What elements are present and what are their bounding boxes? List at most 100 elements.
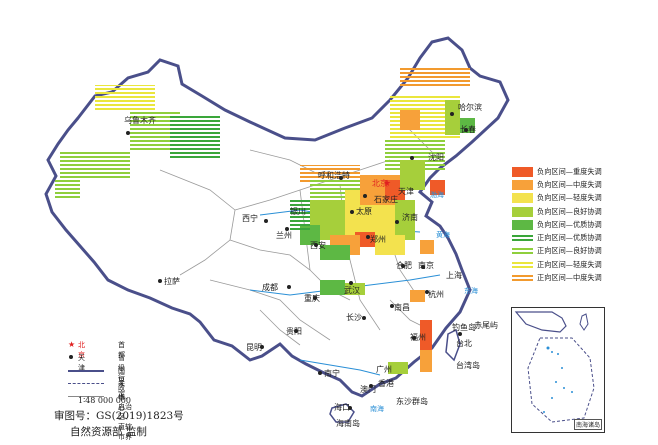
label-guiyang: 贵阳 bbox=[286, 327, 302, 336]
label-kunming: 昆明 bbox=[246, 343, 262, 352]
scale-text: 1∶48 000 000 bbox=[78, 396, 131, 405]
region-ne-solid-3 bbox=[460, 118, 475, 133]
label-tianjin: 天津 bbox=[398, 187, 414, 196]
label-hainan: 海南岛 bbox=[336, 419, 360, 428]
legend-label: 正向区间—轻度失调 bbox=[537, 259, 602, 269]
region-south-2 bbox=[388, 362, 408, 374]
legend-label: 负向区间—重度失调 bbox=[537, 166, 602, 176]
hainan-island bbox=[329, 403, 355, 423]
legend-swatch bbox=[512, 219, 533, 230]
label-taiyuan: 太原 bbox=[356, 207, 372, 216]
region-south-1 bbox=[420, 350, 432, 372]
label-guangzhou: 广州 bbox=[376, 365, 392, 374]
inset-map bbox=[514, 311, 595, 423]
label-hongkong: 香港 bbox=[378, 379, 394, 388]
capital-star: ★ bbox=[383, 179, 391, 189]
sea-bohai: 渤海 bbox=[430, 191, 444, 199]
inset-title: 南海诸岛 bbox=[573, 419, 602, 430]
legend-label: 负向区间—良好协调 bbox=[537, 206, 602, 216]
region-nm-stripe bbox=[300, 165, 360, 183]
label-chengdu: 成都 bbox=[262, 283, 278, 292]
legend-label: 正向区间—优质协调 bbox=[537, 233, 602, 243]
label-hohhot: 呼和浩特 bbox=[318, 171, 350, 180]
key-prov-border: 省、自治区、直辖市界 bbox=[118, 393, 132, 441]
key-national-border: 国界 bbox=[118, 367, 125, 385]
label-changsha: 长沙 bbox=[346, 313, 362, 322]
region-east-3 bbox=[430, 180, 445, 195]
label-changchun: 长春 bbox=[460, 125, 476, 134]
label-nanjing: 南京 bbox=[418, 261, 434, 270]
label-lanzhou: 兰州 bbox=[276, 231, 292, 240]
legend-swatch bbox=[512, 166, 533, 177]
legend-item: 负向区间—优质协调 bbox=[512, 218, 624, 231]
label-beijing: 北京 bbox=[372, 179, 388, 188]
legend-item: 负向区间—良好协调 bbox=[512, 205, 624, 218]
label-dongsha: 东沙群岛 bbox=[396, 397, 428, 406]
legend-swatch bbox=[512, 246, 533, 257]
region-central-1 bbox=[320, 280, 345, 295]
region-central-2 bbox=[345, 283, 365, 295]
city-markers bbox=[126, 112, 468, 410]
label-taiwan: 台湾岛 bbox=[456, 361, 480, 370]
legend-swatch bbox=[512, 259, 533, 270]
legend-swatch bbox=[512, 206, 533, 217]
label-hefei: 合肥 bbox=[396, 261, 412, 270]
legend-item: 正向区间—轻度失调 bbox=[512, 258, 624, 271]
label-macau: 澳门 bbox=[360, 385, 376, 394]
region-xj-stripe-1 bbox=[60, 150, 130, 180]
legend-item: 负向区间—轻度失调 bbox=[512, 192, 624, 205]
region-ne-solid-2 bbox=[445, 100, 460, 135]
label-nanning: 南宁 bbox=[324, 369, 340, 378]
label-zhengzhou: 郑州 bbox=[370, 235, 386, 244]
label-yinchuan: 银川 bbox=[290, 207, 306, 216]
south-china-sea-inset: 南海诸岛 bbox=[511, 307, 605, 433]
sea-nanhai: 南海 bbox=[370, 405, 384, 413]
region-east-1 bbox=[410, 290, 425, 302]
region-ne-stripe-1 bbox=[400, 66, 470, 86]
approval-number: 审图号：GS(2019)1823号 bbox=[54, 410, 184, 422]
sea-huanghai: 黄海 bbox=[436, 231, 450, 239]
legend-item: 正向区间—优质协调 bbox=[512, 231, 624, 244]
label-lhasa: 拉萨 bbox=[164, 277, 180, 286]
taiwan-island bbox=[445, 328, 461, 362]
legend: 负向区间—重度失调 负向区间—中度失调 负向区间—轻度失调 负向区间—良好协调 负向区间… bbox=[512, 165, 624, 285]
region-xj-stripe-4 bbox=[95, 85, 155, 110]
region-xj-stripe-3 bbox=[170, 115, 220, 160]
region-east-4 bbox=[420, 240, 434, 254]
label-haikou: 海口 bbox=[334, 403, 350, 412]
label-chiwei: 赤尾屿 bbox=[474, 321, 498, 330]
region-xj-stripe-5 bbox=[55, 180, 80, 200]
label-nanchang: 南昌 bbox=[394, 303, 410, 312]
legend-label: 负向区间—轻度失调 bbox=[537, 193, 602, 203]
label-shanghai: 上海 bbox=[446, 271, 462, 280]
label-harbin: 哈尔滨 bbox=[458, 103, 482, 112]
label-xining: 西宁 bbox=[242, 214, 258, 223]
legend-item: 正向区间—良好协调 bbox=[512, 245, 624, 258]
legend-label: 负向区间—中度失调 bbox=[537, 179, 602, 189]
sea-donghai: 东海 bbox=[464, 287, 478, 295]
legend-label: 负向区间—优质协调 bbox=[537, 219, 602, 229]
label-xian: 西安 bbox=[310, 241, 326, 250]
legend-swatch bbox=[512, 273, 533, 284]
key-prov-city: 天津 bbox=[78, 354, 85, 372]
legend-swatch bbox=[512, 233, 533, 244]
key-capital-city: 北京 bbox=[78, 341, 85, 359]
label-wuhan: 武汉 bbox=[344, 286, 360, 295]
legend-item: 正向区间—中度失调 bbox=[512, 271, 624, 284]
label-shenyang: 沈阳 bbox=[428, 153, 444, 162]
legend-label: 正向区间—良好协调 bbox=[537, 246, 602, 256]
label-urumqi: 乌鲁木齐 bbox=[124, 116, 156, 125]
key-capital-desc: 首都 bbox=[118, 341, 125, 359]
label-taipei: 台北 bbox=[456, 339, 472, 348]
region-east-2 bbox=[420, 320, 432, 350]
label-jinan: 济南 bbox=[402, 213, 418, 222]
key-undefined-border: 未定 bbox=[118, 380, 125, 398]
legend-swatch bbox=[512, 193, 533, 204]
label-hangzhou: 杭州 bbox=[428, 290, 444, 299]
label-fuzhou: 福州 bbox=[410, 333, 426, 342]
key-prov-desc: 省级行政中心 bbox=[118, 354, 125, 412]
supervisor-text: 自然资源部 监制 bbox=[70, 426, 147, 438]
legend-item: 负向区间—中度失调 bbox=[512, 178, 624, 191]
label-chongqing: 重庆 bbox=[304, 294, 320, 303]
